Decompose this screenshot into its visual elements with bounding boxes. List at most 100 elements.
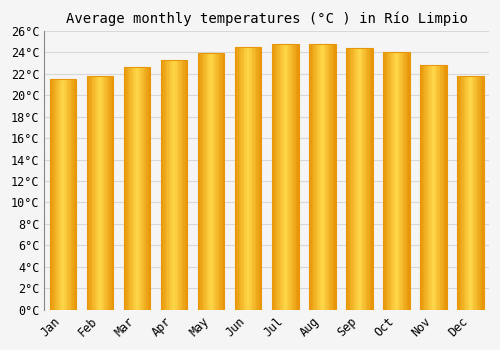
Bar bbox=[400, 52, 402, 310]
Bar bbox=[184, 60, 185, 310]
Bar bbox=[112, 76, 114, 310]
Bar bbox=[458, 76, 460, 310]
Bar bbox=[350, 48, 352, 310]
Bar bbox=[134, 68, 136, 310]
Bar bbox=[366, 48, 368, 310]
Bar bbox=[461, 76, 462, 310]
Bar bbox=[346, 48, 372, 310]
Bar bbox=[206, 54, 207, 310]
Bar bbox=[288, 44, 289, 310]
Bar bbox=[434, 65, 436, 310]
Bar bbox=[172, 60, 173, 310]
Bar bbox=[432, 65, 434, 310]
Bar bbox=[362, 48, 364, 310]
Bar bbox=[50, 79, 76, 310]
Bar bbox=[51, 79, 52, 310]
Bar bbox=[272, 44, 298, 310]
Bar bbox=[243, 47, 244, 310]
Bar bbox=[220, 54, 222, 310]
Bar bbox=[473, 76, 474, 310]
Bar bbox=[332, 44, 333, 310]
Bar bbox=[294, 44, 296, 310]
Bar bbox=[322, 44, 324, 310]
Bar bbox=[396, 52, 398, 310]
Bar bbox=[333, 44, 334, 310]
Bar bbox=[260, 47, 262, 310]
Bar bbox=[470, 76, 472, 310]
Bar bbox=[177, 60, 178, 310]
Bar bbox=[133, 68, 134, 310]
Bar bbox=[146, 68, 148, 310]
Bar bbox=[141, 68, 142, 310]
Bar bbox=[440, 65, 442, 310]
Bar bbox=[472, 76, 473, 310]
Bar bbox=[54, 79, 55, 310]
Bar bbox=[424, 65, 426, 310]
Bar bbox=[293, 44, 294, 310]
Bar bbox=[75, 79, 76, 310]
Bar bbox=[274, 44, 276, 310]
Bar bbox=[215, 54, 216, 310]
Bar bbox=[352, 48, 354, 310]
Bar bbox=[90, 76, 92, 310]
Bar bbox=[388, 52, 390, 310]
Bar bbox=[66, 79, 67, 310]
Bar bbox=[110, 76, 112, 310]
Bar bbox=[430, 65, 432, 310]
Bar bbox=[136, 68, 137, 310]
Bar bbox=[469, 76, 470, 310]
Bar bbox=[247, 47, 248, 310]
Bar bbox=[281, 44, 282, 310]
Bar bbox=[142, 68, 144, 310]
Bar bbox=[180, 60, 181, 310]
Bar bbox=[284, 44, 285, 310]
Bar bbox=[70, 79, 71, 310]
Bar bbox=[214, 54, 215, 310]
Bar bbox=[330, 44, 332, 310]
Bar bbox=[438, 65, 440, 310]
Bar bbox=[174, 60, 176, 310]
Bar bbox=[390, 52, 391, 310]
Bar bbox=[144, 68, 145, 310]
Bar bbox=[310, 44, 312, 310]
Bar bbox=[181, 60, 182, 310]
Bar bbox=[317, 44, 318, 310]
Bar bbox=[436, 65, 438, 310]
Bar bbox=[481, 76, 482, 310]
Bar bbox=[52, 79, 54, 310]
Bar bbox=[387, 52, 388, 310]
Bar bbox=[64, 79, 66, 310]
Bar bbox=[140, 68, 141, 310]
Bar bbox=[477, 76, 478, 310]
Bar bbox=[277, 44, 278, 310]
Title: Average monthly temperatures (°C ) in Río Limpio: Average monthly temperatures (°C ) in Rí… bbox=[66, 11, 468, 26]
Bar bbox=[325, 44, 326, 310]
Bar bbox=[223, 54, 224, 310]
Bar bbox=[482, 76, 484, 310]
Bar bbox=[236, 47, 238, 310]
Bar bbox=[273, 44, 274, 310]
Bar bbox=[358, 48, 360, 310]
Bar bbox=[100, 76, 102, 310]
Bar bbox=[285, 44, 286, 310]
Bar bbox=[255, 47, 256, 310]
Bar bbox=[313, 44, 314, 310]
Bar bbox=[464, 76, 465, 310]
Bar bbox=[124, 68, 125, 310]
Bar bbox=[88, 76, 90, 310]
Bar bbox=[386, 52, 387, 310]
Bar bbox=[203, 54, 204, 310]
Bar bbox=[239, 47, 240, 310]
Bar bbox=[222, 54, 223, 310]
Bar bbox=[216, 54, 218, 310]
Bar bbox=[406, 52, 407, 310]
Bar bbox=[399, 52, 400, 310]
Bar bbox=[383, 52, 409, 310]
Bar bbox=[235, 47, 262, 310]
Bar bbox=[186, 60, 188, 310]
Bar bbox=[334, 44, 336, 310]
Bar bbox=[211, 54, 212, 310]
Bar bbox=[148, 68, 149, 310]
Bar bbox=[329, 44, 330, 310]
Bar bbox=[60, 79, 62, 310]
